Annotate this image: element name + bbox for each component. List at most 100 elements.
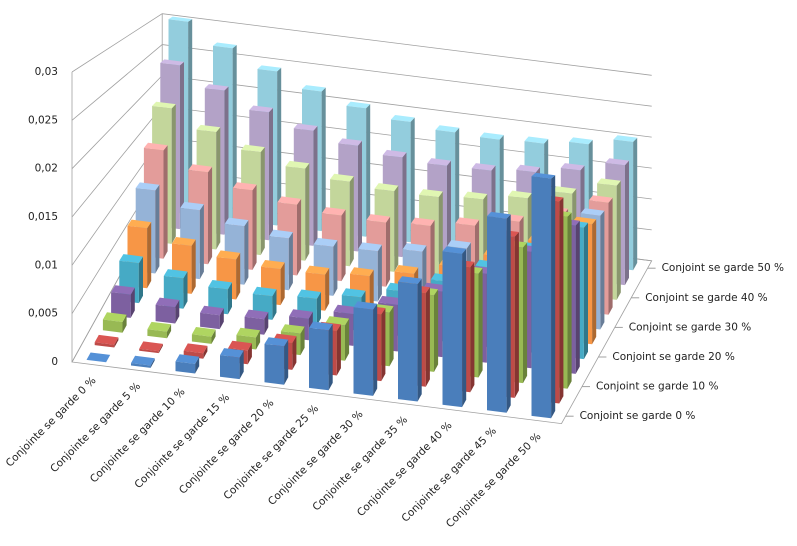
bar-front xyxy=(309,327,329,391)
bar xyxy=(175,354,200,374)
bar xyxy=(220,348,244,380)
bar-top xyxy=(261,260,285,270)
bar-top xyxy=(216,250,241,260)
bar-side xyxy=(277,67,282,226)
bar-top xyxy=(447,240,471,249)
bar-side xyxy=(373,303,378,396)
bar-side xyxy=(470,261,475,393)
bar xyxy=(264,337,289,385)
bar-front xyxy=(111,292,131,318)
bar-side xyxy=(284,339,289,385)
bar-side xyxy=(300,326,305,356)
x-tick-label: Conjointe se garde 40 % xyxy=(355,419,455,519)
bar-side xyxy=(583,222,588,360)
bar-top xyxy=(382,149,407,158)
bar-top xyxy=(188,164,213,173)
bar xyxy=(131,355,155,368)
bar-side xyxy=(402,152,407,258)
x-tick-label: Conjointe se garde 35 % xyxy=(310,414,410,514)
bar-top xyxy=(597,178,621,186)
bar xyxy=(139,341,163,354)
bar-side xyxy=(175,300,180,324)
y-tick-label: 0,02 xyxy=(35,163,58,175)
bar-top xyxy=(419,189,443,198)
bar-side xyxy=(633,137,638,271)
bar-side xyxy=(272,289,277,320)
bar-side xyxy=(349,176,354,267)
bar-side xyxy=(130,287,135,318)
bar-side xyxy=(260,147,265,256)
bar-top xyxy=(305,265,330,275)
bar-side xyxy=(114,337,119,348)
bar-top xyxy=(427,158,451,166)
bar-top xyxy=(313,237,338,247)
bar-top xyxy=(391,115,415,122)
bar-side xyxy=(216,127,221,250)
bar-side xyxy=(155,184,160,274)
series-label: Conjoint se garde 0 % xyxy=(580,410,696,422)
bar-top xyxy=(264,337,289,347)
bar-top xyxy=(180,201,204,211)
bar-side xyxy=(219,308,224,330)
bar-front xyxy=(264,343,285,385)
bar-side xyxy=(264,312,269,335)
bar-front xyxy=(131,363,151,368)
bar-side xyxy=(208,166,213,265)
bar-top xyxy=(280,324,305,334)
bar-top xyxy=(353,301,378,310)
bar-top xyxy=(398,276,422,285)
bar-front xyxy=(220,355,240,380)
bar-side xyxy=(523,242,528,384)
bar-side xyxy=(297,198,302,276)
bar-side xyxy=(147,222,152,289)
bar-front xyxy=(398,281,418,402)
bar-front xyxy=(353,307,374,396)
bar-top xyxy=(232,182,257,191)
bar-top xyxy=(160,59,184,66)
bar-top xyxy=(183,343,208,354)
bar-top xyxy=(257,65,282,72)
bar xyxy=(487,211,511,413)
bar-top xyxy=(196,124,221,133)
bar-front xyxy=(175,361,196,374)
bar-side xyxy=(381,308,386,382)
bar-top xyxy=(200,305,224,316)
bar-top xyxy=(410,217,435,226)
bar-side xyxy=(203,345,208,359)
bar-top xyxy=(244,309,269,320)
bar-top xyxy=(135,182,160,191)
x-tick-label: Conjointe se garde 0 % xyxy=(4,375,99,470)
bar-side xyxy=(199,204,204,280)
bar-top xyxy=(580,208,605,216)
bar-top xyxy=(341,288,366,298)
bar-front xyxy=(531,176,552,419)
bar-top xyxy=(402,243,427,252)
bar-side xyxy=(575,220,580,374)
bar-side xyxy=(462,248,467,408)
bar xyxy=(309,321,333,391)
bar-top xyxy=(516,164,540,173)
bar-side xyxy=(333,240,338,296)
series-label: Conjoint se garde 30 % xyxy=(629,321,751,333)
x-tick-label: Conjointe se garde 45 % xyxy=(399,425,499,525)
bar-side xyxy=(239,350,244,380)
bar-top xyxy=(102,312,127,322)
bar-side xyxy=(434,289,439,372)
bar-side xyxy=(559,197,564,404)
bar-front xyxy=(155,304,176,324)
bar-side xyxy=(244,220,249,285)
bar-top xyxy=(394,265,419,274)
bar-top xyxy=(374,183,399,192)
bar xyxy=(111,285,135,318)
bar-side xyxy=(321,87,326,232)
y-tick-label: 0,005 xyxy=(28,308,58,320)
bar-side xyxy=(163,145,168,259)
bar-side xyxy=(268,107,273,241)
x-tick-label: Conjointe se garde 5 % xyxy=(48,380,143,475)
bar xyxy=(442,246,467,408)
bar-top xyxy=(333,304,358,314)
bar-side xyxy=(171,104,176,244)
bar-side xyxy=(438,191,443,278)
bar-side xyxy=(357,140,362,252)
